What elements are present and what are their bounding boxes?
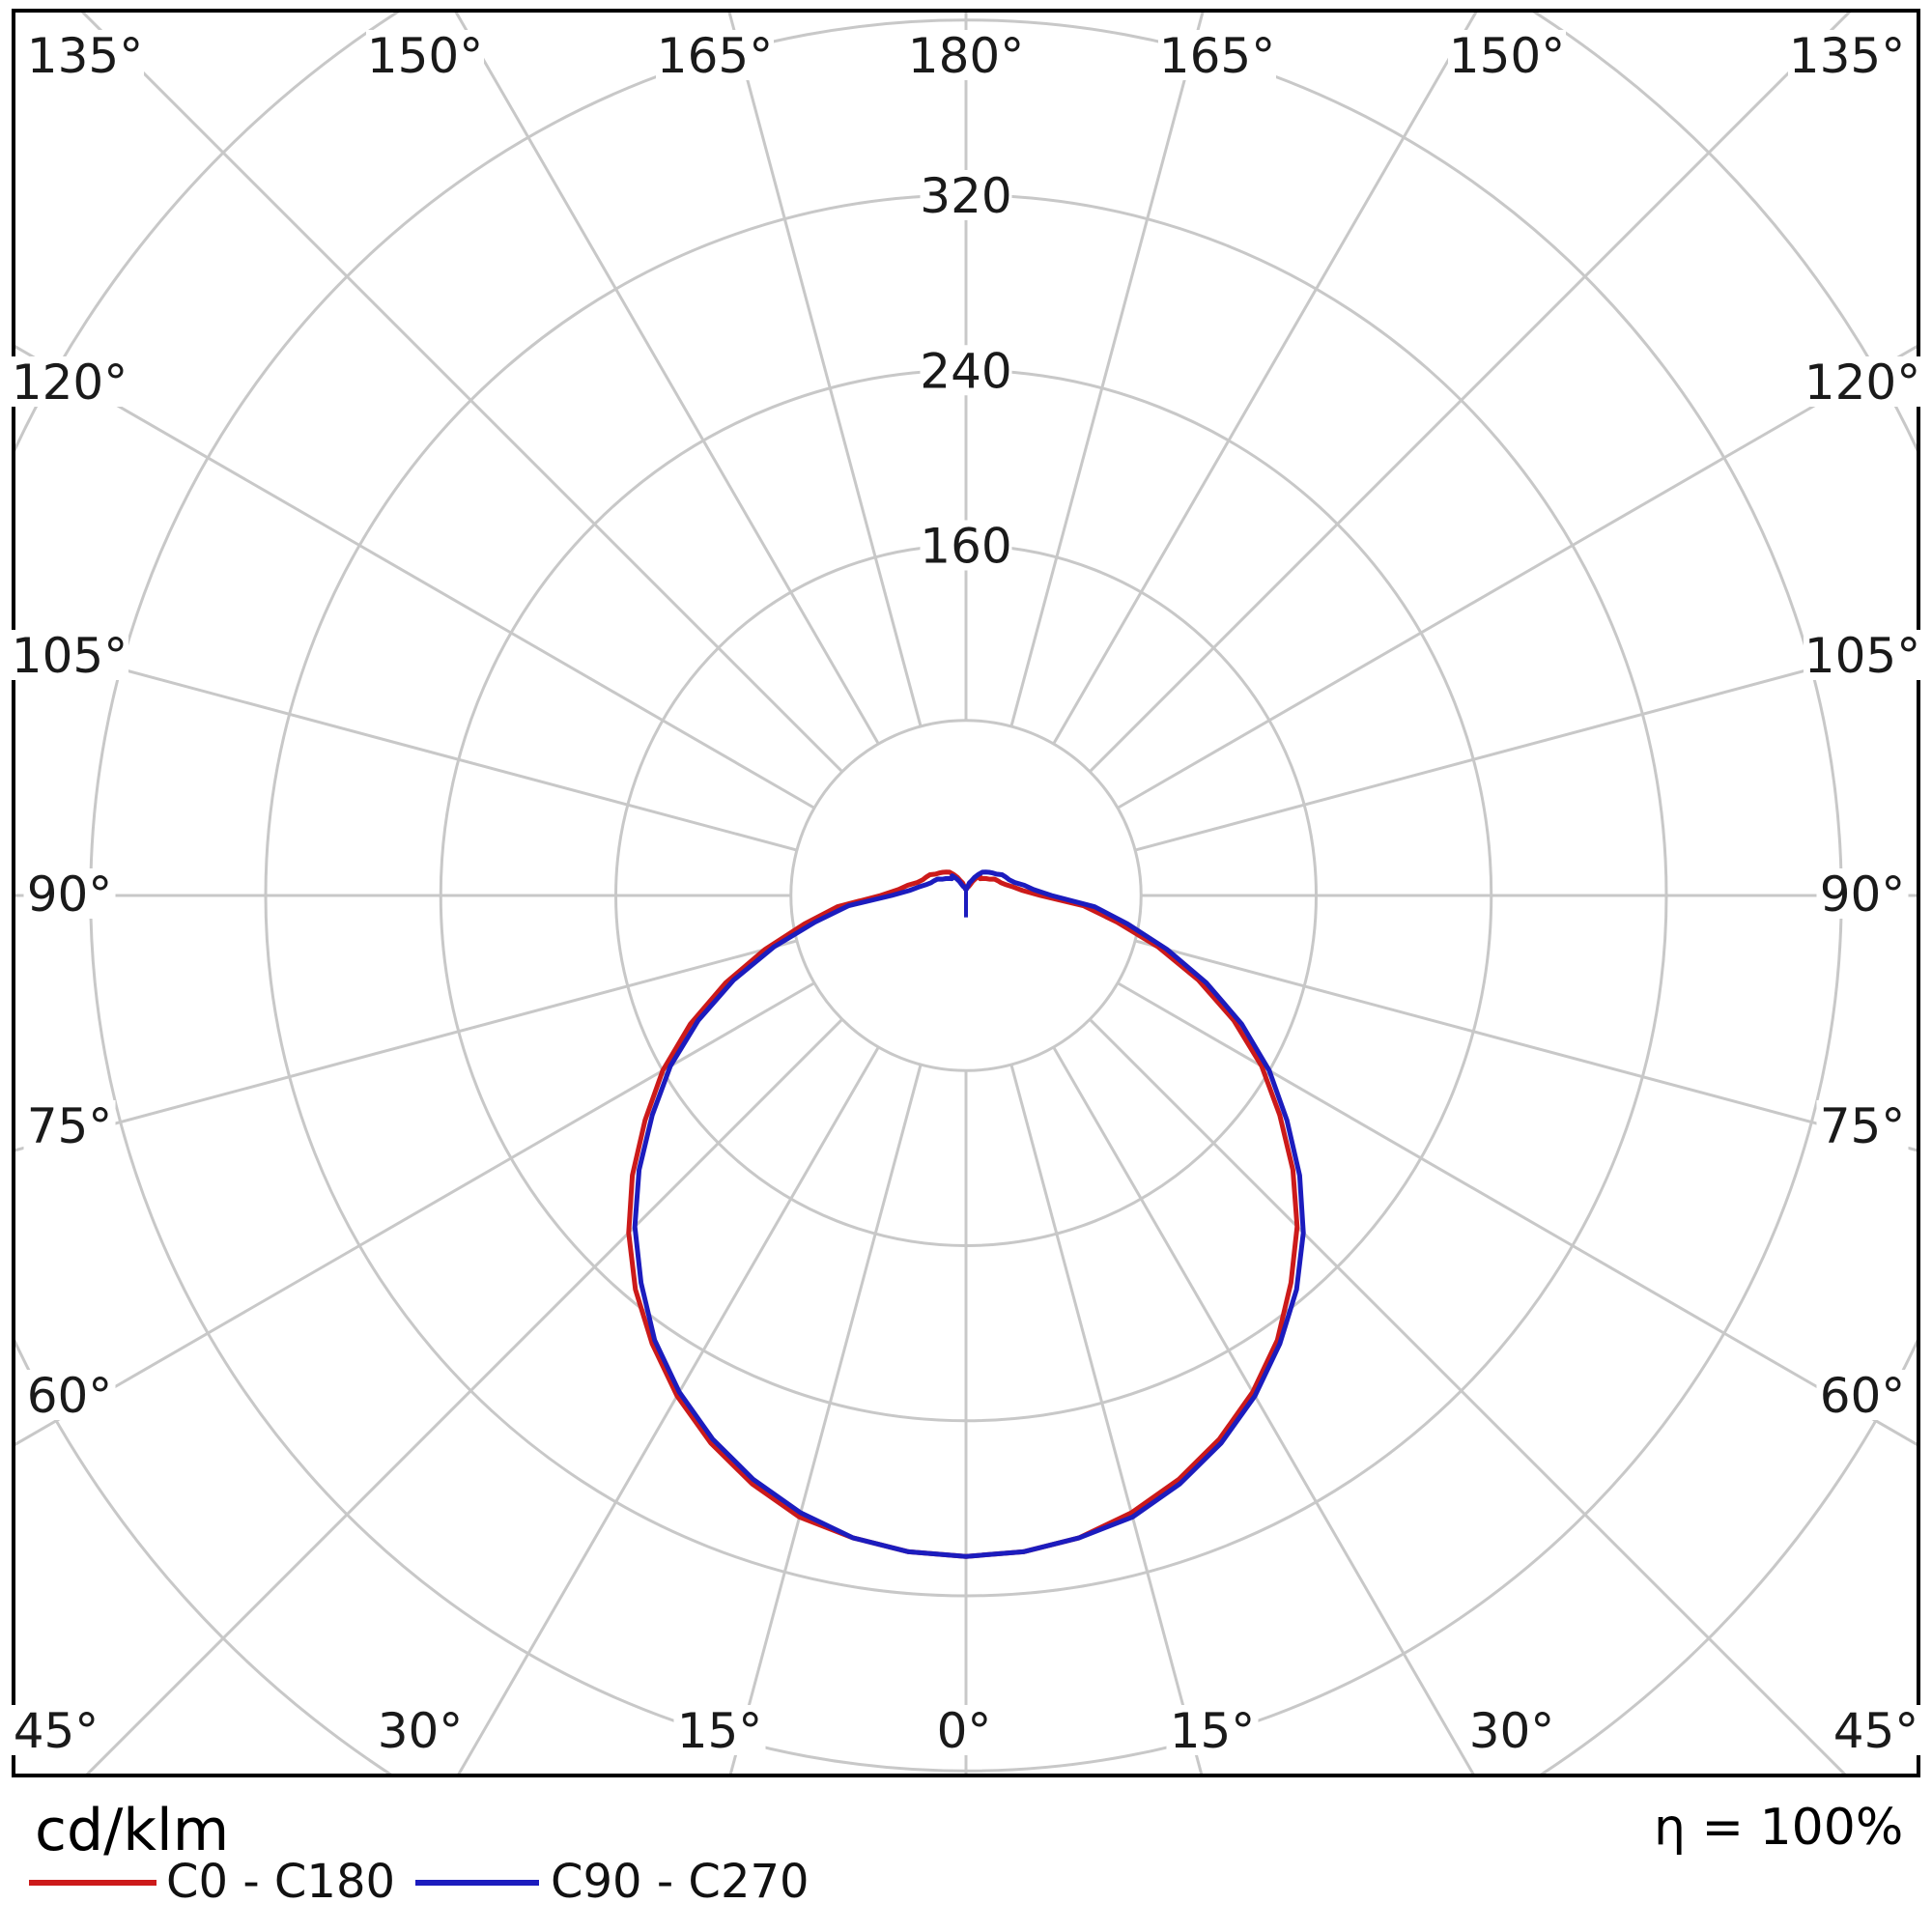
angle-label-right-2: 90° [1820, 867, 1906, 923]
angle-label-left-4-halo [23, 1370, 116, 1420]
angle-label-top-1-halo [366, 30, 484, 80]
angle-label-top-5: 150° [1449, 28, 1565, 84]
grid-ray-60 [1117, 981, 1917, 1446]
grid-ray-45 [1089, 1018, 1847, 1774]
radial-tick-label-240: 240 [920, 343, 1011, 399]
grid-ray-150 [1052, 13, 1478, 745]
angle-label-top-6-halo [1788, 30, 1906, 80]
angle-label-right-1: 105° [1804, 628, 1920, 684]
grid-ray-210 [454, 13, 880, 745]
angle-label-left-0: 120° [12, 355, 128, 411]
grid-ray-300 [15, 981, 815, 1446]
angle-label-left-3: 75° [27, 1098, 113, 1154]
grid-ray-240 [15, 345, 815, 810]
angle-label-top-4-halo [1158, 30, 1276, 80]
curve-c90-c270 [632, 869, 1306, 1559]
angle-label-bottom-5-halo [1465, 1705, 1558, 1755]
angle-label-left-2-halo [23, 868, 116, 919]
angle-label-right-0: 120° [1804, 355, 1920, 411]
radial-tick-label-320-halo [920, 170, 1012, 221]
grid-ray-165 [1009, 13, 1205, 727]
angle-label-right-3: 75° [1820, 1098, 1906, 1154]
angle-label-left-1-halo [11, 630, 128, 680]
grid-ray-195 [727, 13, 923, 727]
angle-label-top-0: 135° [27, 28, 143, 84]
legend-label-c0-c180: C0 - C180 [166, 1855, 396, 1909]
radial-tick-label-160: 160 [920, 519, 1011, 575]
angle-label-left-0-halo [11, 356, 128, 407]
angle-label-bottom-6-halo [1830, 1705, 1922, 1755]
radial-tick-label-240-halo [920, 345, 1012, 396]
angle-label-bottom-4: 15° [1170, 1703, 1256, 1759]
angle-label-bottom-0: 45° [14, 1703, 99, 1759]
unit-label: cd/klm [35, 1797, 230, 1864]
angle-label-bottom-0-halo [10, 1705, 102, 1755]
legend-label-c90-c270: C90 - C270 [551, 1855, 810, 1909]
grid-ray-255 [15, 639, 798, 852]
grid-ray-105 [1134, 639, 1917, 852]
angle-label-left-2: 90° [27, 867, 113, 923]
angle-label-left-1: 105° [12, 628, 128, 684]
grid-ray-15 [1009, 1064, 1204, 1774]
angle-label-left-3-halo [23, 1100, 116, 1151]
angle-label-bottom-4-halo [1166, 1705, 1259, 1755]
angle-label-top-2: 165° [657, 28, 773, 84]
angle-label-bottom-3-halo [931, 1705, 997, 1755]
angle-label-top-5-halo [1448, 30, 1566, 80]
angle-label-right-2-halo [1816, 868, 1909, 919]
angle-label-bottom-5: 30° [1469, 1703, 1555, 1759]
angle-label-bottom-6: 45° [1833, 1703, 1919, 1759]
angle-label-top-3: 180° [908, 28, 1024, 84]
angle-label-left-4: 60° [27, 1368, 113, 1424]
radial-tick-label-160-halo [920, 520, 1012, 571]
grid-ray-75 [1134, 939, 1917, 1152]
angle-label-right-3-halo [1816, 1100, 1909, 1151]
angle-label-top-4: 165° [1159, 28, 1275, 84]
angle-label-top-2-halo [656, 30, 774, 80]
angle-label-top-0-halo [26, 30, 144, 80]
angle-label-right-4: 60° [1820, 1368, 1906, 1424]
grid-ray-285 [15, 939, 798, 1152]
radial-tick-label-320: 320 [920, 168, 1011, 224]
angle-label-bottom-2: 15° [677, 1703, 763, 1759]
angle-label-right-4-halo [1816, 1370, 1909, 1420]
angle-label-right-1-halo [1804, 630, 1921, 680]
angle-label-bottom-3: 0° [937, 1703, 992, 1759]
angle-label-top-1: 150° [367, 28, 483, 84]
legend-swatch-c90-c270 [415, 1880, 539, 1886]
grid-ray-120 [1117, 345, 1917, 810]
angle-label-top-6: 135° [1789, 28, 1905, 84]
angle-label-top-3-halo [907, 30, 1025, 80]
grid-ray-330 [457, 1046, 880, 1774]
grid-ray-345 [728, 1064, 923, 1774]
efficiency-label: η = 100% [1654, 1799, 1904, 1857]
legend-swatch-c0-c180 [29, 1880, 156, 1886]
angle-label-bottom-2-halo [673, 1705, 766, 1755]
grid-ray-30 [1052, 1046, 1475, 1774]
angle-label-right-0-halo [1804, 356, 1921, 407]
grid-ray-315 [85, 1018, 843, 1774]
angle-label-bottom-1: 30° [378, 1703, 464, 1759]
legend: C0 - C180 C90 - C270 [0, 1855, 1932, 1922]
angle-label-bottom-1-halo [374, 1705, 467, 1755]
